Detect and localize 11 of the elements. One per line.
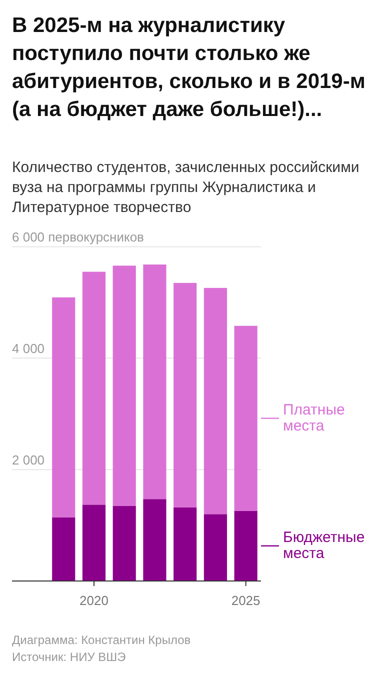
chart-title: В 2025-м на журналистику поступило почти столько же абитуриентов, сколько и в 2019-м (а на бюджет даже больше!)... <box>12 13 366 123</box>
legend-label: Бюджетные места <box>283 528 365 562</box>
legend-label: Платные места <box>283 401 345 434</box>
text: Источник: НИУ ВШЭ <box>12 649 127 666</box>
text: Диаграмма: Константин Крылов <box>12 632 192 649</box>
y-tick-label: 4 000 <box>12 341 45 356</box>
chart-subtitle: Количество студентов, зачисленных российскими вуза на программы группы Журналистика и Литературное творчество <box>12 158 360 218</box>
x-tick-label: 2020 <box>80 593 108 608</box>
y-tick-label: 6 000 первокурсников <box>12 230 144 245</box>
x-tick-label: 2025 <box>231 593 260 608</box>
y-tick-label: 2 000 <box>12 452 45 468</box>
